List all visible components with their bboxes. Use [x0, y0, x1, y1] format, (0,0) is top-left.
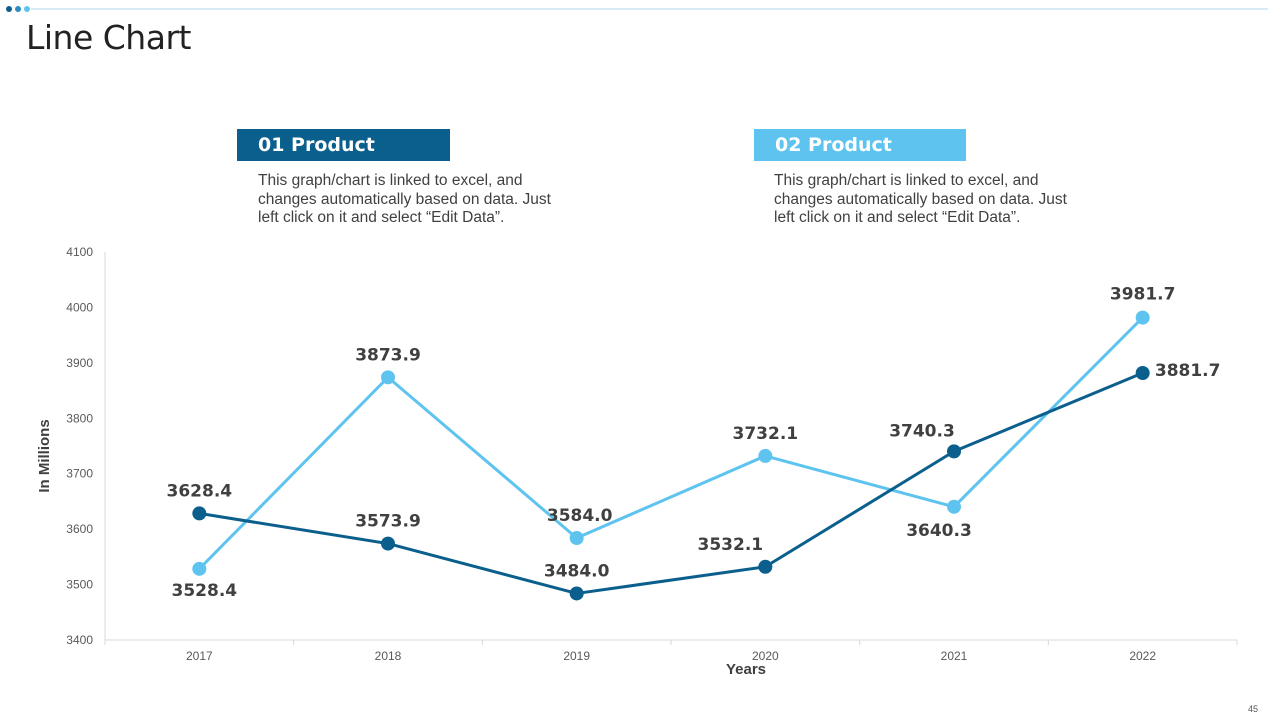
- series-line-1: [199, 371, 1144, 595]
- series-line-2: [198, 316, 1144, 570]
- data-point-series-1: [569, 586, 584, 601]
- y-tick-label: 3500: [66, 578, 93, 592]
- data-point-series-2: [569, 531, 584, 546]
- x-tick-label: 2017: [186, 649, 213, 663]
- data-label-series-1: 3881.7: [1155, 361, 1221, 381]
- data-label-series-1: 3484.0: [544, 561, 610, 581]
- data-label-series-2: 3584.0: [547, 506, 613, 526]
- decorative-dots: [6, 6, 30, 12]
- data-point-series-2: [758, 448, 773, 463]
- x-tick-label: 2022: [1129, 649, 1156, 663]
- data-label-series-2: 3981.7: [1110, 285, 1176, 305]
- dot-2: [15, 6, 21, 12]
- data-label-series-1: 3573.9: [355, 512, 421, 532]
- data-label-series-2: 3528.4: [172, 581, 238, 601]
- y-tick-label: 3700: [66, 467, 93, 481]
- data-point-series-1: [381, 536, 395, 551]
- data-point-series-1: [192, 506, 207, 521]
- data-point-series-1: [1135, 366, 1150, 381]
- data-label-series-1: 3628.4: [167, 481, 233, 501]
- legend-product-01-label: 01 Product: [258, 134, 375, 156]
- x-tick-label: 2019: [563, 649, 590, 663]
- data-point-series-2: [192, 561, 207, 576]
- dot-1: [6, 6, 12, 12]
- data-label-series-1: 3740.3: [889, 421, 955, 441]
- page-number: 45: [1247, 704, 1258, 714]
- y-tick-label: 3600: [66, 522, 93, 536]
- legend-product-02: 02 Product: [754, 129, 966, 161]
- x-tick-label: 2018: [375, 649, 402, 663]
- dot-3: [24, 6, 30, 12]
- x-tick-label: 2020: [752, 649, 779, 663]
- y-tick-label: 3900: [66, 356, 93, 370]
- data-point-series-1: [947, 444, 961, 459]
- y-tick-label: 3400: [66, 633, 93, 647]
- legend-product-02-label: 02 Product: [775, 134, 892, 156]
- page-title: Line Chart: [26, 18, 191, 57]
- y-tick-label: 3800: [66, 411, 93, 425]
- data-label-series-2: 3732.1: [733, 424, 799, 444]
- data-point-series-1: [758, 559, 773, 574]
- y-tick-label: 4000: [66, 300, 93, 314]
- y-axis-title: In Millions: [36, 419, 53, 492]
- data-label-series-2: 3640.3: [906, 521, 972, 541]
- data-label-series-2: 3873.9: [355, 345, 421, 365]
- data-point-series-2: [1135, 310, 1150, 325]
- data-label-series-1: 3532.1: [698, 535, 764, 555]
- header-divider: [31, 8, 1268, 10]
- x-tick-label: 2021: [941, 649, 968, 663]
- legend-product-01-description: This graph/chart is linked to excel, and…: [258, 172, 551, 226]
- legend-product-01: 01 Product: [237, 129, 450, 161]
- y-tick-label: 4100: [66, 245, 93, 259]
- data-point-series-2: [947, 499, 961, 514]
- data-point-series-2: [381, 370, 395, 385]
- x-axis-title: Years: [726, 661, 766, 678]
- legend-product-02-description: This graph/chart is linked to excel, and…: [774, 172, 1067, 226]
